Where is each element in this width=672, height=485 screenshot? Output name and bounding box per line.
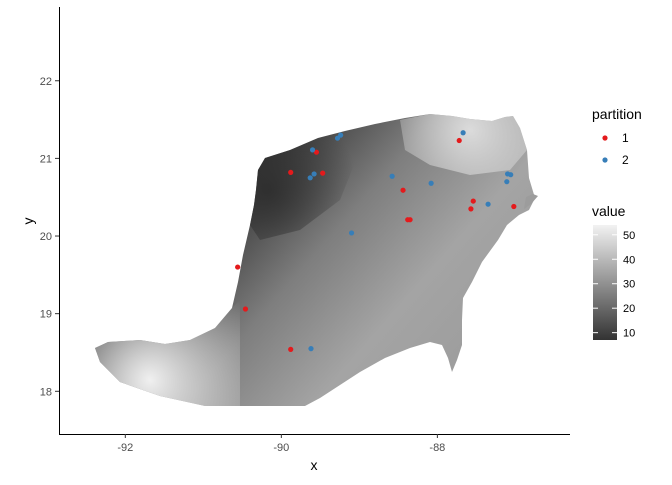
y-tick-label: 20	[40, 231, 52, 243]
point-partition-2	[508, 172, 514, 178]
point-partition-1	[288, 169, 294, 175]
point-partition-2	[311, 171, 317, 177]
legend-label-partition-1: 1	[622, 131, 629, 145]
legend-key-partition-1	[602, 135, 608, 141]
colorbar-tick-label: 10	[623, 328, 635, 340]
point-partition-1	[400, 187, 406, 193]
colorbar	[593, 225, 617, 340]
raster-layer	[95, 114, 538, 406]
point-partition-1	[468, 206, 474, 212]
legend-key-partition-2	[602, 157, 608, 163]
point-partition-2	[428, 180, 434, 186]
legend-partition-title: partition	[592, 106, 642, 122]
point-partition-1	[456, 137, 462, 144]
y-tick-label: 19	[40, 309, 52, 321]
colorbar-tick-label: 30	[623, 279, 635, 291]
legend-label-partition-2: 2	[622, 153, 629, 167]
point-partition-2	[309, 147, 316, 153]
point-partition-1	[235, 264, 241, 270]
legend-value-title: value	[592, 203, 626, 219]
point-partition-2	[485, 201, 491, 207]
x-tick-label: -92	[117, 442, 133, 454]
point-partition-1	[242, 306, 249, 312]
colorbar-tick-label: 40	[623, 254, 635, 266]
x-ticks: -92 -90 -88	[117, 434, 445, 454]
y-tick-label: 18	[40, 386, 52, 398]
point-partition-2	[307, 175, 313, 181]
raster-dark-shade	[250, 131, 360, 240]
colorbar-ticks: 10 20 30 40 50	[593, 230, 635, 340]
raster-light-ne-shade	[400, 114, 527, 175]
points-layer	[235, 130, 517, 352]
point-partition-1	[470, 198, 476, 204]
point-partition-2	[504, 179, 510, 185]
x-tick-label: -88	[429, 442, 445, 454]
point-partition-1	[288, 346, 294, 352]
y-ticks: 18 19 20 21 22	[40, 76, 59, 398]
legend-value: value 10 20 30 40 50	[592, 203, 635, 340]
raster-light-sw-shade	[95, 300, 240, 406]
colorbar-tick-label: 50	[623, 230, 635, 242]
raster-island	[524, 194, 538, 209]
y-tick-label: 22	[40, 76, 52, 88]
point-partition-1	[320, 170, 326, 176]
y-axis-label: y	[20, 218, 36, 225]
point-partition-1	[313, 149, 320, 155]
colorbar-tick-label: 20	[623, 303, 635, 315]
point-partition-2	[389, 173, 395, 179]
legend-partition: partition 1 2	[592, 106, 642, 167]
point-partition-1	[511, 203, 517, 210]
y-tick-label: 21	[40, 153, 52, 165]
point-partition-2	[460, 130, 466, 136]
axes-layer: -92 -90 -88 18 19 20 21 22 x y	[20, 7, 570, 473]
point-partition-2	[348, 230, 355, 236]
point-partition-2	[338, 132, 344, 138]
x-axis-label: x	[311, 457, 318, 473]
point-partition-1	[407, 217, 413, 223]
point-partition-2	[308, 346, 314, 352]
x-tick-label: -90	[273, 442, 289, 454]
